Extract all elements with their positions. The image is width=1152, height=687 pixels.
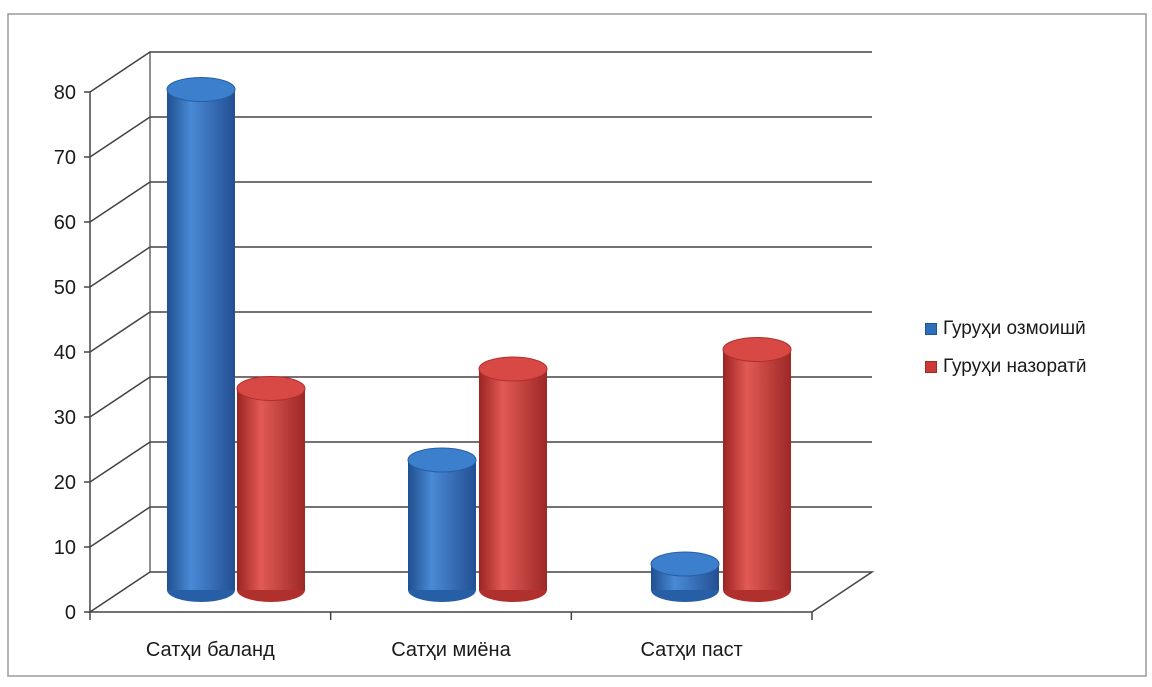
bar-1-1 [166, 77, 236, 602]
y-tick-label: 70 [54, 147, 76, 169]
y-tick-label: 60 [54, 212, 76, 234]
y-tick-label: 50 [54, 277, 76, 299]
bar-2-2 [478, 356, 548, 602]
labels-layer: 0 10 20 30 40 50 60 70 80 Сатҳи баланд Сатҳи миёна… [54, 82, 743, 661]
legend: Гуруҳи озмоишӣ Гуруҳи назоратӣ [925, 316, 1087, 392]
y-tick-label: 80 [54, 82, 76, 104]
x-tick-label: Сатҳи паст [640, 639, 742, 661]
bar-1-3 [650, 551, 720, 602]
bar-2-3 [722, 337, 792, 602]
bars-layer [166, 77, 792, 602]
x-tick-label: Сатҳи баланд [146, 639, 275, 661]
legend-item-series-2: Гуруҳи назоратӣ [925, 354, 1087, 380]
legend-swatch-series-1 [925, 323, 937, 335]
legend-label-series-2: Гуруҳи назоратӣ [943, 356, 1087, 377]
legend-swatch-series-2 [925, 361, 937, 373]
bar-2-1 [236, 376, 306, 602]
y-tick-label: 40 [54, 342, 76, 364]
y-tick-label: 30 [54, 407, 76, 429]
bar-1-2 [407, 447, 477, 602]
legend-label-series-1: Гуруҳи озмоишӣ [943, 318, 1086, 339]
y-tick-label: 10 [54, 537, 76, 559]
legend-item-series-1: Гуруҳи озмоишӣ [925, 316, 1087, 342]
y-tick-label: 20 [54, 472, 76, 494]
y-tick-label: 0 [65, 602, 76, 624]
x-tick-label: Сатҳи миёна [391, 639, 511, 661]
